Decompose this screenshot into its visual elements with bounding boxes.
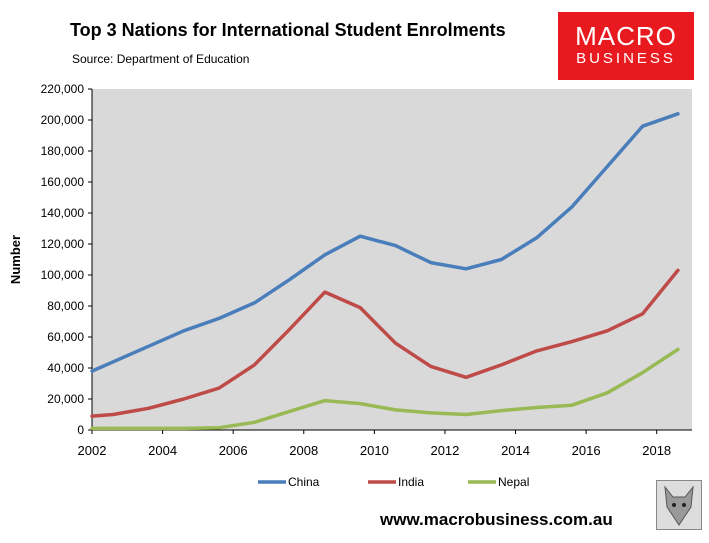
legend-label-nepal: Nepal [498,475,529,489]
macrobusiness-logo: MACRO BUSINESS [558,12,694,80]
y-tick-label: 60,000 [47,330,84,344]
x-tick-label: 2002 [78,443,107,458]
x-tick-label: 2008 [289,443,318,458]
y-tick-label: 160,000 [41,175,85,189]
y-tick-label: 80,000 [47,299,84,313]
series-line-china [90,112,680,373]
x-tick-label: 2016 [572,443,601,458]
logo-line-2: BUSINESS [576,50,676,67]
chart-title: Top 3 Nations for International Student … [70,20,506,40]
series-line-india [90,268,680,418]
y-axis-label: Number [8,235,23,284]
y-tick-label: 100,000 [41,268,85,282]
x-tick-label: 2012 [430,443,459,458]
x-tick-label: 2014 [501,443,530,458]
y-tick-label: 180,000 [41,144,85,158]
footer-url: www.macrobusiness.com.au [380,510,613,529]
y-tick-label: 20,000 [47,392,84,406]
chart-source: Source: Department of Education [72,52,250,66]
plot-area [92,89,692,430]
legend-label-china: China [288,475,320,489]
x-tick-label: 2018 [642,443,671,458]
y-tick-label: 120,000 [41,237,85,251]
y-tick-label: 220,000 [41,82,85,96]
wolf-logo-icon [656,480,702,530]
series-line-nepal [90,347,680,431]
y-tick-label: 140,000 [41,206,85,220]
y-tick-label: 0 [77,423,84,437]
x-tick-label: 2004 [148,443,177,458]
legend-label-india: India [398,475,424,489]
x-tick-label: 2010 [360,443,389,458]
logo-line-1: MACRO [575,21,677,51]
x-tick-label: 2006 [219,443,248,458]
y-tick-label: 40,000 [47,361,84,375]
y-tick-label: 200,000 [41,113,85,127]
